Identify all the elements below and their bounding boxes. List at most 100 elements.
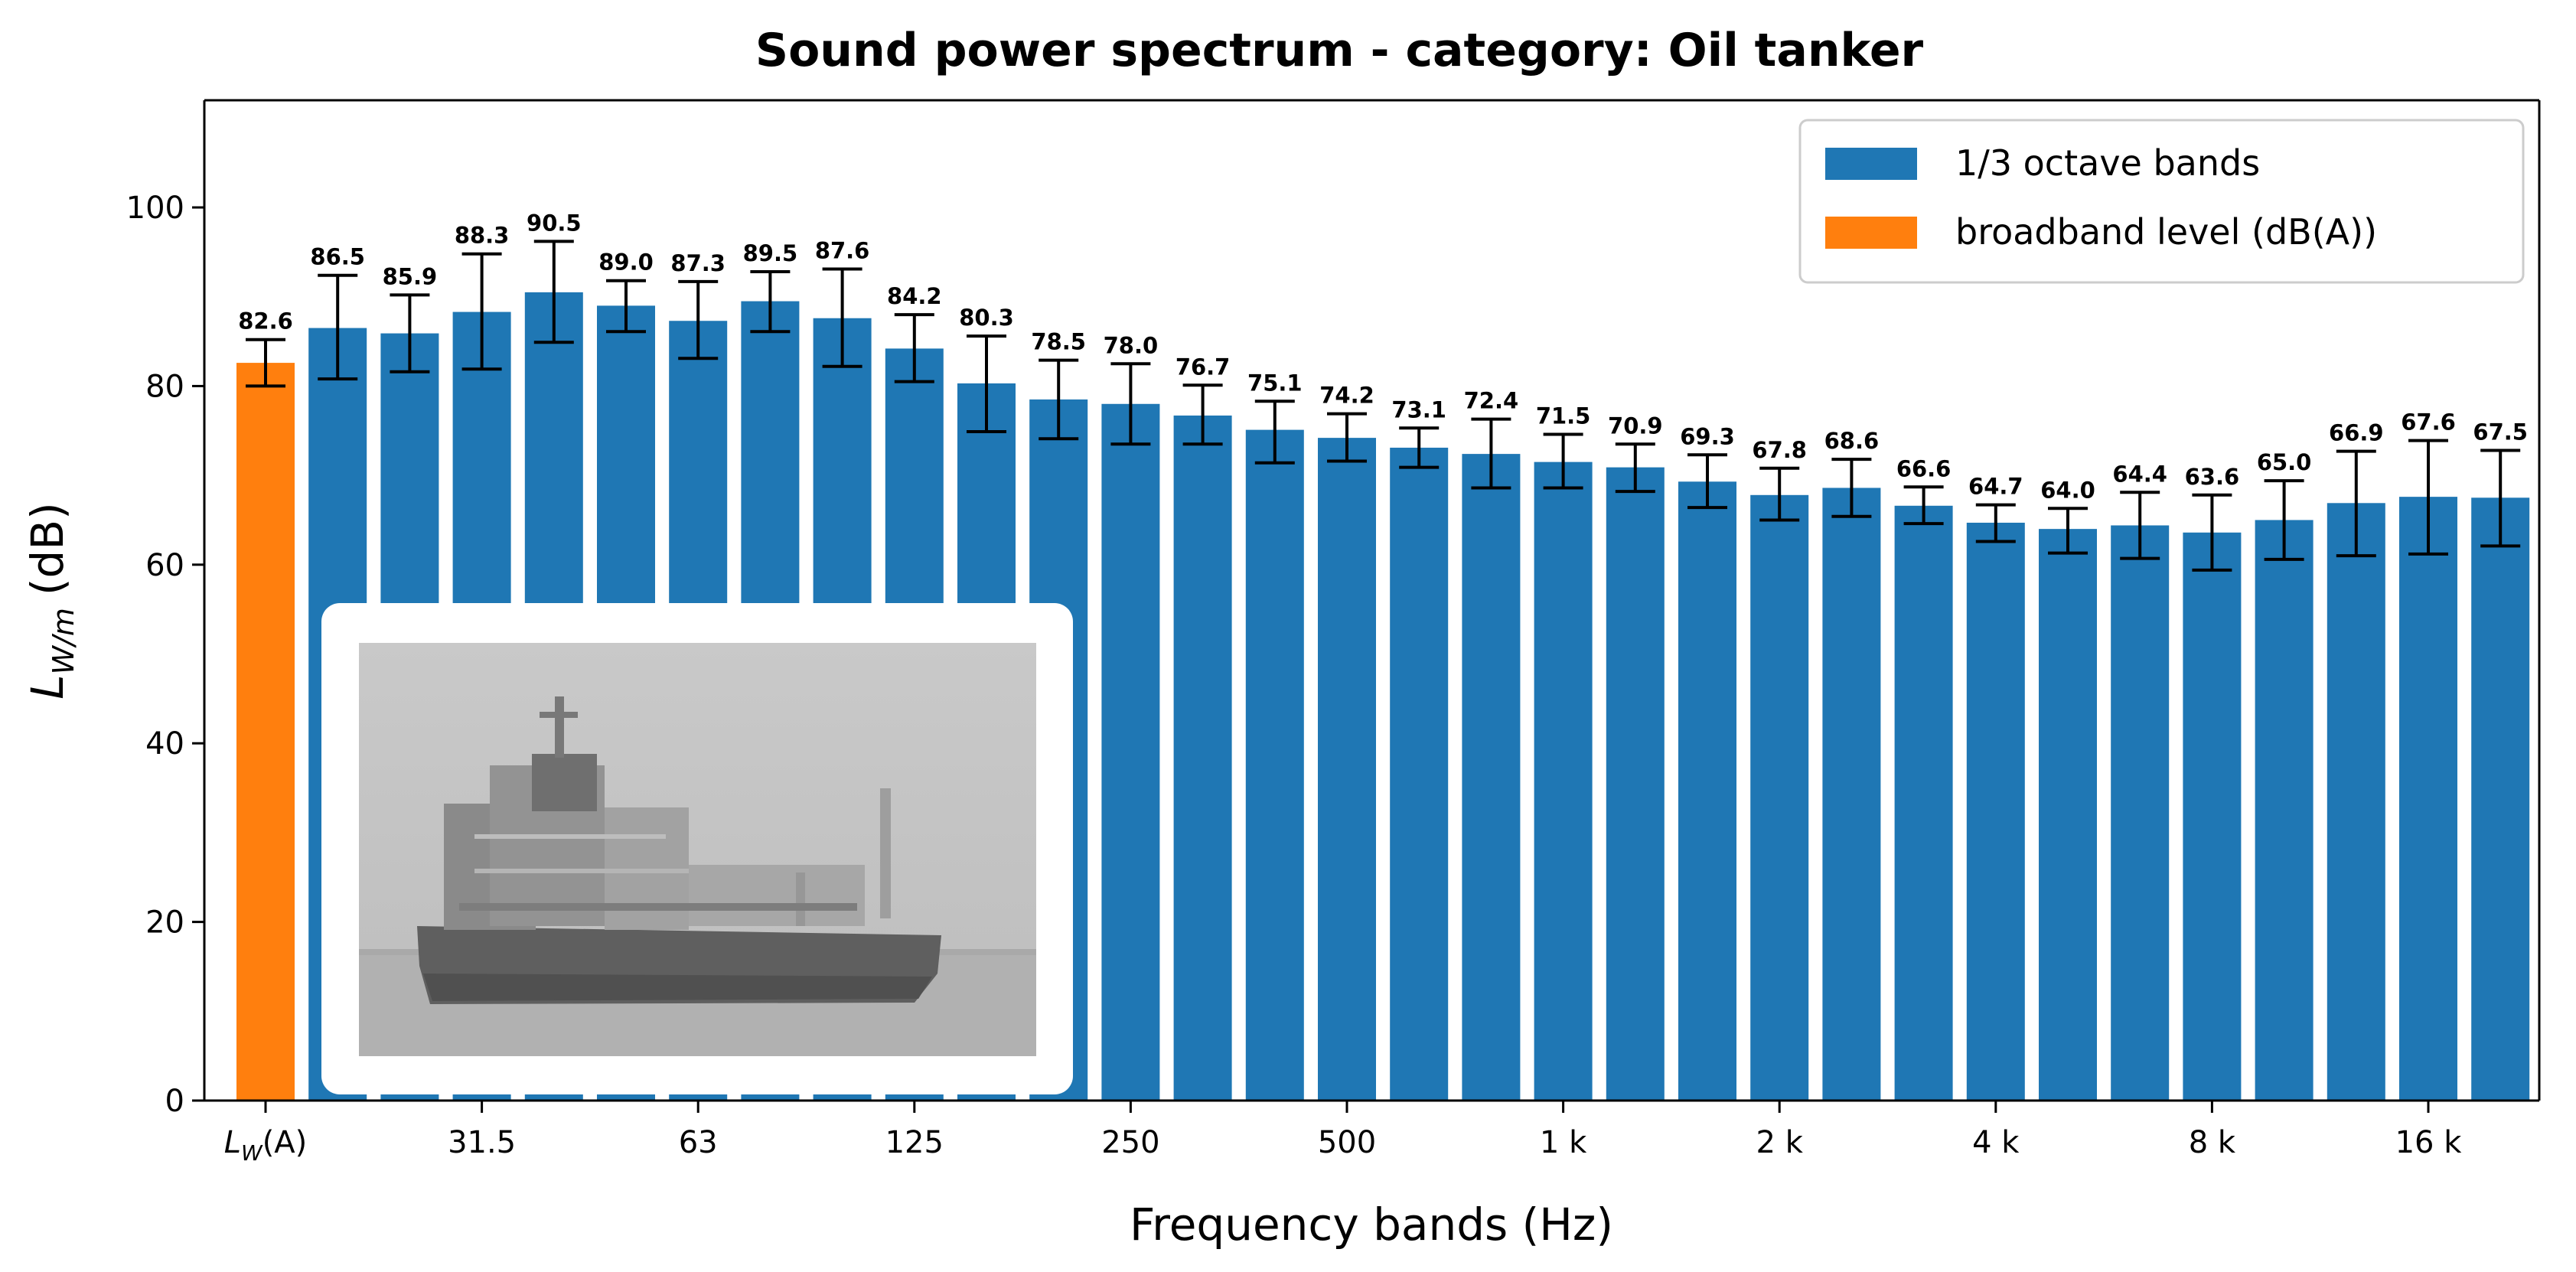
error-bar-22 <box>1831 458 1872 518</box>
y-axis: 0 20 40 60 80 100 <box>126 191 204 1119</box>
error-bar-13 <box>1182 383 1223 446</box>
error-bar-26 <box>2120 491 2160 560</box>
bar-15 <box>1318 438 1376 1101</box>
y-axis-label-unit: (dB) <box>21 502 73 595</box>
y-tick-label-100: 100 <box>126 191 184 226</box>
bar-label-24: 64.7 <box>1968 474 2023 500</box>
bar-label-11: 78.5 <box>1031 329 1086 355</box>
x-tick-label-24: 4 k <box>1972 1125 2020 1160</box>
bar-labels-layer: 82.6 86.5 85.9 88.3 90.5 89.0 87.3 89.5 87.6 84.2… <box>238 210 2528 503</box>
bar-label-20: 69.3 <box>1680 423 1735 449</box>
error-bar-0 <box>246 338 285 388</box>
bar-30 <box>2399 497 2457 1101</box>
bar-18 <box>1534 462 1593 1101</box>
y-tick-label-40: 40 <box>145 726 184 762</box>
x-tick-label-6: 63 <box>679 1125 718 1160</box>
bar-0 <box>236 363 295 1101</box>
error-bar-25 <box>2048 507 2088 555</box>
y-axis-label-main: L <box>21 674 73 699</box>
error-bar-15 <box>1327 412 1367 463</box>
error-bar-16 <box>1399 426 1440 469</box>
x-axis-label: Frequency bands (Hz) <box>1130 1199 1613 1251</box>
error-bar-19 <box>1615 442 1655 494</box>
bar-label-19: 70.9 <box>1608 413 1663 439</box>
error-bar-5 <box>606 279 646 334</box>
bar-label-13: 76.7 <box>1176 354 1231 380</box>
bar-label-2: 85.9 <box>383 263 438 289</box>
bar-14 <box>1245 429 1304 1101</box>
error-bar-4 <box>533 240 574 344</box>
bar-25 <box>2039 529 2097 1101</box>
bar-24 <box>1966 522 2025 1101</box>
error-bar-12 <box>1110 362 1151 446</box>
bar-12 <box>1101 403 1160 1101</box>
error-bar-24 <box>1975 503 2016 543</box>
bar-19 <box>1606 467 1665 1101</box>
error-bar-18 <box>1543 432 1583 490</box>
bar-29 <box>2327 503 2385 1101</box>
error-bar-3 <box>461 252 502 371</box>
x-tick-label-9: 125 <box>885 1125 944 1160</box>
bar-label-1: 86.5 <box>310 244 365 270</box>
error-bar-1 <box>318 273 358 381</box>
error-bar-9 <box>894 313 934 383</box>
bar-label-9: 84.2 <box>887 283 942 309</box>
error-bar-14 <box>1254 400 1295 465</box>
x-tick-label-30: 16 k <box>2395 1125 2463 1160</box>
bar-label-23: 66.6 <box>1896 455 1952 481</box>
bar-label-7: 89.5 <box>743 240 798 266</box>
x-tick-label-21: 2 k <box>1756 1125 1804 1160</box>
legend: 1/3 octave bands broadband level (dB(A)) <box>1798 119 2525 284</box>
error-bar-6 <box>678 279 719 360</box>
bar-label-31: 67.5 <box>2473 419 2528 445</box>
error-bar-2 <box>390 293 430 373</box>
error-bar-20 <box>1687 453 1727 510</box>
bar-label-15: 74.2 <box>1319 383 1374 409</box>
error-bar-23 <box>1903 485 1944 526</box>
x-tick-label-0: LW(A) <box>224 1125 308 1166</box>
bar-26 <box>2111 525 2170 1101</box>
bar-label-8: 87.6 <box>815 238 870 264</box>
error-bar-8 <box>822 267 862 368</box>
y-axis-label: LW/m (dB) <box>21 502 80 700</box>
y-tick-label-60: 60 <box>145 548 184 583</box>
bar-28 <box>2255 520 2314 1101</box>
bar-label-26: 64.4 <box>2112 461 2167 487</box>
bar-16 <box>1390 447 1449 1101</box>
bar-label-12: 78.0 <box>1104 332 1159 358</box>
x-tick-label-15: 500 <box>1318 1125 1376 1160</box>
x-axis: LW(A) 31.5 63 125 250 500 1 k 2 k 4 k 8 k 16 k <box>224 1101 2463 1166</box>
y-tick-label-80: 80 <box>145 369 184 404</box>
bar-label-27: 63.6 <box>2185 464 2240 490</box>
x-tick-label-3: 31.5 <box>448 1125 516 1160</box>
bar-label-30: 67.6 <box>2401 409 2456 435</box>
bar-label-4: 90.5 <box>527 210 582 236</box>
bar-label-21: 67.8 <box>1752 437 1807 463</box>
bar-label-29: 66.9 <box>2329 420 2384 446</box>
bar-label-25: 64.0 <box>2040 477 2095 503</box>
bar-label-18: 71.5 <box>1536 403 1591 429</box>
y-axis-label-subscript: W/m <box>47 608 80 674</box>
bar-label-28: 65.0 <box>2257 449 2312 475</box>
bar-23 <box>1894 505 1953 1101</box>
x-tick-label-27: 8 k <box>2189 1125 2236 1160</box>
bar-label-6: 87.3 <box>670 250 726 276</box>
x-tick-label-12: 250 <box>1101 1125 1159 1160</box>
legend-swatch-broadband <box>1825 217 1917 249</box>
error-bar-11 <box>1039 358 1079 441</box>
error-bar-21 <box>1759 466 1800 522</box>
error-bar-29 <box>2336 449 2376 558</box>
legend-label-broadband: broadband level (dB(A)) <box>1955 211 2377 253</box>
bar-label-5: 89.0 <box>598 250 654 276</box>
bar-17 <box>1462 454 1521 1101</box>
legend-label-bands: 1/3 octave bands <box>1955 142 2260 184</box>
bar-27 <box>2183 532 2242 1101</box>
error-bar-27 <box>2192 493 2232 572</box>
chart-title: Sound power spectrum - category: Oil tan… <box>755 24 1924 77</box>
bar-31 <box>2471 497 2530 1101</box>
bar-label-22: 68.6 <box>1824 428 1880 454</box>
x-tick-label-18: 1 k <box>1540 1125 1587 1160</box>
ship-photo-inset <box>321 603 1073 1094</box>
bar-label-16: 73.1 <box>1391 396 1446 422</box>
